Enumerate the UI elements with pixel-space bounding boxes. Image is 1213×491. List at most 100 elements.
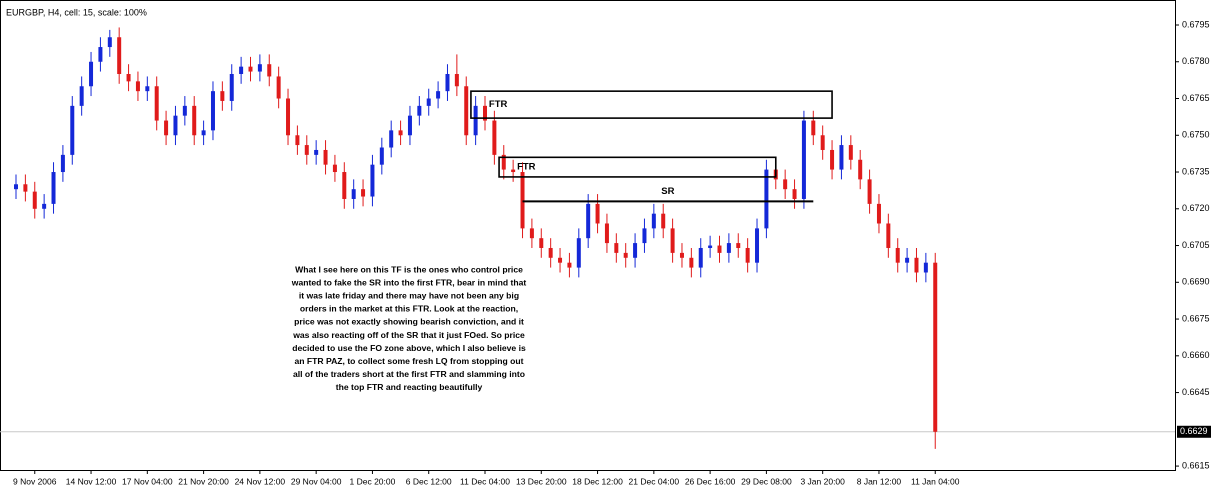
candle-body [239, 66, 244, 75]
candle-body [905, 257, 910, 263]
y-tick-label: 0.6765 [1182, 93, 1210, 103]
candle-body [811, 120, 816, 136]
y-tick-label: 0.6705 [1182, 240, 1210, 250]
candle-body [182, 105, 187, 116]
candle-body [145, 86, 150, 92]
candle-body [698, 247, 703, 268]
candle-body [867, 179, 872, 204]
candle-body [679, 252, 684, 258]
candle-body [764, 169, 769, 229]
candle-body [351, 189, 356, 199]
ftr-zone [470, 90, 833, 119]
x-tick-label: 26 Dec 16:00 [685, 476, 736, 486]
candle-body [886, 223, 891, 248]
y-tick-label: 0.6735 [1182, 166, 1210, 176]
candle-body [830, 149, 835, 170]
candle-body [558, 257, 563, 263]
x-tick-label: 14 Nov 12:00 [66, 476, 117, 486]
candle-body [107, 37, 112, 48]
annotation-line: the top FTR and reacting beautifully [336, 382, 483, 392]
x-tick-label: 3 Jan 20:00 [800, 476, 845, 486]
candle-body [257, 64, 262, 72]
candle-body [173, 115, 178, 136]
current-price-label: 0.6629 [1180, 426, 1208, 436]
candle-body [604, 223, 609, 244]
candle-body [792, 189, 797, 199]
candle-body [529, 228, 534, 239]
x-tick-label: 17 Nov 04:00 [122, 476, 173, 486]
candle-body [323, 149, 328, 165]
candle-body [314, 149, 319, 155]
candle-body [520, 172, 525, 229]
candle-body [32, 191, 37, 209]
candle-body [14, 184, 18, 190]
candle-body [501, 154, 506, 170]
candle-body [473, 105, 478, 136]
candle-body [332, 164, 337, 173]
candle-body [286, 98, 291, 136]
candle-body [417, 105, 422, 116]
x-tick-label: 29 Dec 08:00 [741, 476, 792, 486]
y-tick-label: 0.6615 [1182, 460, 1210, 470]
candle-body [436, 91, 441, 99]
candle-body [848, 145, 853, 160]
annotation-line: it was late friday and there may have no… [299, 290, 519, 300]
candle-body [492, 120, 497, 155]
candle-body [70, 105, 75, 155]
y-tick-label: 0.6750 [1182, 130, 1210, 140]
y-tick-label: 0.6720 [1182, 203, 1210, 213]
candle-body [398, 130, 403, 136]
x-tick-label: 21 Dec 04:00 [629, 476, 680, 486]
candle-body [464, 86, 469, 136]
current-price-box [1177, 425, 1211, 438]
x-tick-label: 13 Dec 20:00 [516, 476, 567, 486]
annotation-line: price was not exactly showing bearish co… [294, 317, 524, 327]
candle-body [614, 243, 619, 253]
x-tick-label: 21 Nov 20:00 [178, 476, 229, 486]
candle-body [820, 135, 825, 150]
candle-body [248, 66, 253, 72]
candle-body [483, 105, 487, 121]
x-tick-label: 11 Dec 04:00 [460, 476, 510, 486]
candle-body [708, 245, 713, 248]
candle-body [229, 74, 234, 101]
candle-body [389, 130, 394, 148]
ftr-zone [498, 156, 777, 178]
candle-body [670, 228, 675, 253]
candle-body [60, 154, 65, 173]
candle-body [511, 169, 516, 173]
candle-body [370, 164, 375, 197]
y-tick-label: 0.6645 [1182, 387, 1210, 397]
candle-body [689, 257, 694, 268]
y-tick-label: 0.6690 [1182, 277, 1210, 287]
zone-label: FTR [517, 162, 536, 173]
x-tick-label: 6 Dec 12:00 [406, 476, 452, 486]
candle-body [117, 37, 122, 75]
annotation-line: all of the traders short at the first FT… [293, 369, 525, 379]
candle-body [567, 262, 572, 268]
candle-body [426, 98, 431, 106]
x-tick-label: 1 Dec 20:00 [350, 476, 396, 486]
x-tick-label: 11 Jan 04:00 [911, 476, 960, 486]
candle-body [407, 115, 412, 136]
candle-body [154, 86, 159, 121]
candle-body [717, 245, 722, 253]
candle-body [914, 257, 919, 273]
candle-body [210, 91, 215, 131]
candle-body [595, 203, 600, 224]
candle-body [267, 64, 272, 77]
candle-body [89, 61, 94, 87]
annotation-line: was also reacting off of the SR that it … [292, 330, 525, 340]
candle-body [445, 74, 450, 92]
x-tick-label: 9 Nov 2006 [13, 476, 57, 486]
annotation-line: decided to use the FO zone above, which … [292, 343, 526, 353]
candle-body [295, 135, 300, 146]
candle-body [745, 247, 750, 263]
x-tick-label: 8 Jan 12:00 [857, 476, 902, 486]
candle-body [755, 228, 760, 263]
candle-body [42, 203, 47, 209]
y-tick-label: 0.6660 [1182, 350, 1210, 360]
candle-body [361, 189, 366, 197]
candle-body [923, 262, 928, 273]
